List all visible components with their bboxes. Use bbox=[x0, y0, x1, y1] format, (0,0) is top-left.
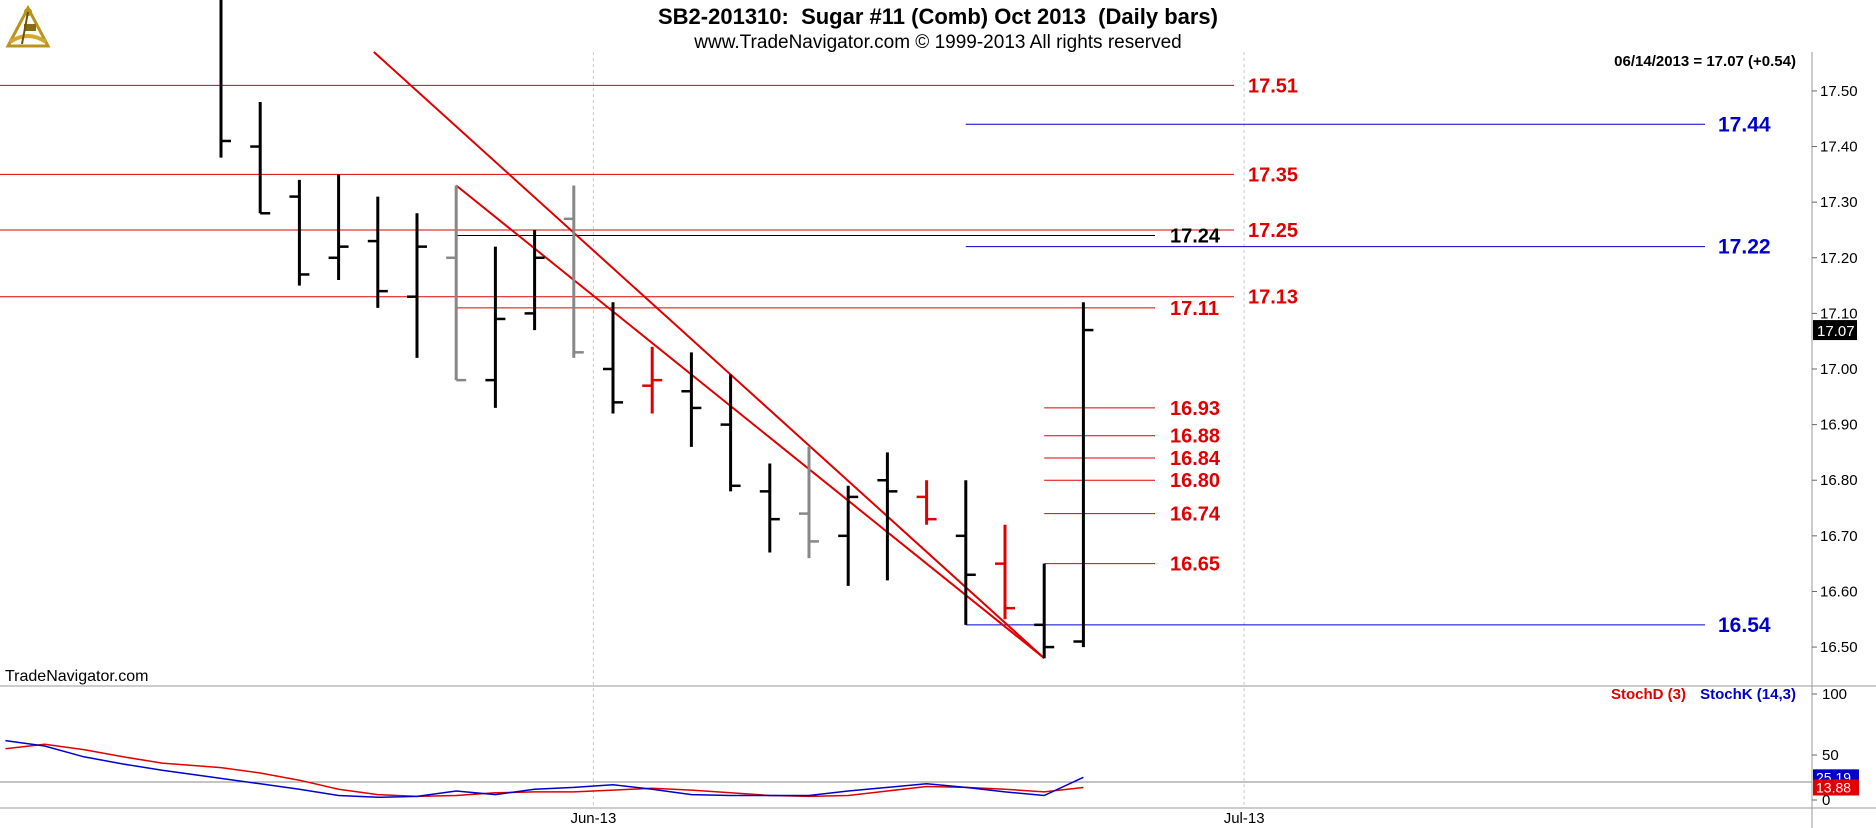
y-tick-label: 17.30 bbox=[1820, 194, 1858, 211]
level-label: 17.51 bbox=[1248, 75, 1298, 97]
watermark-label: TradeNavigator.com bbox=[5, 668, 149, 685]
stoch-y-tick-label: 0 bbox=[1822, 792, 1830, 809]
level-label: 16.84 bbox=[1170, 448, 1221, 470]
level-label: 16.74 bbox=[1170, 504, 1221, 526]
y-tick-label: 16.90 bbox=[1820, 417, 1858, 434]
stochastic-legend: StochD (3) StochK (14,3) bbox=[1611, 686, 1796, 703]
stoch-y-tick-label: 50 bbox=[1822, 747, 1839, 764]
level-label: 17.35 bbox=[1248, 164, 1298, 186]
last-quote-label: 06/14/2013 = 17.07 (+0.54) bbox=[1614, 53, 1796, 70]
legend-stochk: StochK (14,3) bbox=[1700, 686, 1796, 703]
y-tick-label: 16.50 bbox=[1820, 639, 1858, 656]
trendline bbox=[373, 51, 1045, 659]
stoch-value-tag-label: 13.88 bbox=[1816, 780, 1851, 796]
level-label: 16.80 bbox=[1170, 470, 1220, 492]
y-tick-label: 17.10 bbox=[1820, 305, 1858, 322]
y-tick-label: 17.40 bbox=[1820, 139, 1858, 156]
level-label: 16.88 bbox=[1170, 426, 1220, 448]
level-label: 17.24 bbox=[1170, 226, 1221, 248]
level-label: 17.13 bbox=[1248, 287, 1298, 309]
chart-title: SB2-201310: Sugar #11 (Comb) Oct 2013 (D… bbox=[657, 4, 1218, 29]
x-tick-label: Jul-13 bbox=[1224, 810, 1265, 827]
chart-subtitle: www.TradeNavigator.com © 1999-2013 All r… bbox=[694, 32, 1182, 53]
stoch-line bbox=[5, 743, 1084, 798]
sextant-logo-icon bbox=[5, 4, 51, 48]
level-label: 16.93 bbox=[1170, 398, 1220, 420]
y-tick-label: 16.70 bbox=[1820, 528, 1858, 545]
trendline bbox=[455, 184, 1045, 659]
level-label: 16.54 bbox=[1718, 614, 1771, 637]
y-tick-label: 16.80 bbox=[1820, 472, 1858, 489]
stoch-line bbox=[5, 739, 1084, 799]
y-tick-label: 17.50 bbox=[1820, 83, 1858, 100]
level-label: 17.44 bbox=[1718, 113, 1771, 136]
level-label: 17.22 bbox=[1718, 236, 1771, 259]
x-tick-label: Jun-13 bbox=[570, 810, 616, 827]
level-label: 17.11 bbox=[1170, 298, 1219, 320]
level-label: 16.65 bbox=[1170, 554, 1220, 576]
legend-stochd: StochD (3) bbox=[1610, 686, 1686, 703]
stoch-value-tag bbox=[1813, 779, 1859, 796]
y-tick-label: 17.00 bbox=[1820, 361, 1858, 378]
level-label: 17.25 bbox=[1248, 220, 1298, 242]
y-tick-label: 16.60 bbox=[1820, 583, 1858, 600]
last-price-tag-label: 17.07 bbox=[1817, 323, 1855, 340]
y-tick-label: 17.20 bbox=[1820, 250, 1858, 267]
stoch-y-tick-label: 100 bbox=[1822, 686, 1847, 703]
last-price-tag bbox=[1813, 320, 1857, 341]
